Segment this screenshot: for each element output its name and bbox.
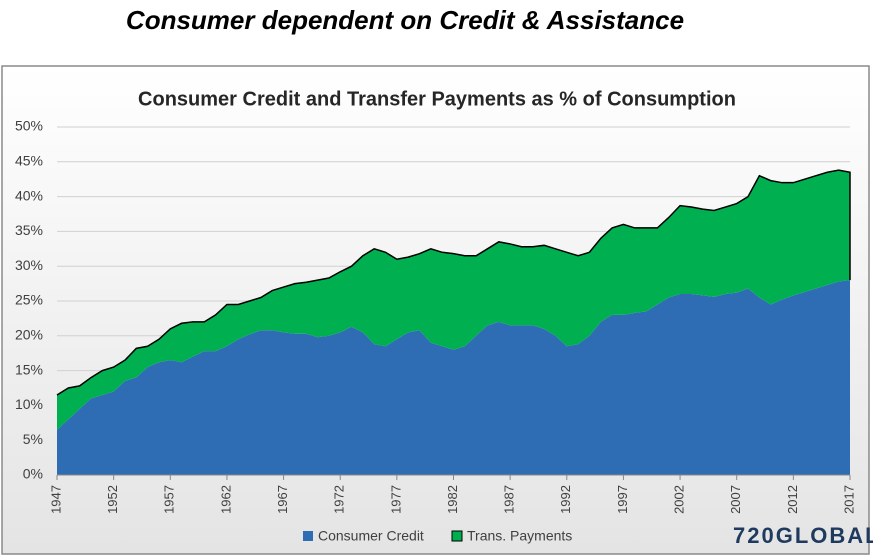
legend-label: Consumer Credit <box>318 528 424 544</box>
chart-title: Consumer Credit and Transfer Payments as… <box>138 88 736 110</box>
x-tick-label: 1997 <box>615 485 630 514</box>
x-tick-label: 1952 <box>105 485 120 514</box>
x-tick-label: 2012 <box>785 485 800 514</box>
legend-swatch <box>303 531 313 541</box>
y-tick-label: 40% <box>15 187 43 203</box>
x-tick-label: 1967 <box>275 485 290 514</box>
x-tick-label: 1972 <box>332 485 347 514</box>
x-tick-label: 1957 <box>162 485 177 514</box>
x-tick-label: 1992 <box>558 485 573 514</box>
x-tick-label: 1977 <box>388 485 403 514</box>
y-tick-label: 0% <box>23 466 43 482</box>
area <box>57 170 850 430</box>
x-tick-label: 2007 <box>728 485 743 514</box>
headline: Consumer dependent on Credit & Assistanc… <box>126 5 684 35</box>
y-tick-label: 20% <box>15 327 43 343</box>
x-tick-label: 2017 <box>841 485 856 514</box>
x-tick-label: 1987 <box>502 485 517 514</box>
y-tick-label: 30% <box>15 257 43 273</box>
y-tick-label: 10% <box>15 396 43 412</box>
y-tick-label: 50% <box>15 118 43 134</box>
legend-label: Trans. Payments <box>467 528 572 544</box>
y-tick-label: 5% <box>23 431 43 447</box>
x-tick-label: 1982 <box>445 485 460 514</box>
area-outline <box>56 169 851 396</box>
area <box>57 280 850 475</box>
y-tick-label: 35% <box>15 222 43 238</box>
y-tick-label: 15% <box>15 361 43 377</box>
x-tick-label: 2002 <box>672 485 687 514</box>
x-tick-label: 1962 <box>218 485 233 514</box>
y-tick-label: 25% <box>15 292 43 308</box>
y-tick-label: 45% <box>15 153 43 169</box>
source-logo: 720GLOBAL <box>733 523 873 548</box>
legend-swatch <box>451 530 463 542</box>
x-tick-label: 1947 <box>48 485 63 514</box>
